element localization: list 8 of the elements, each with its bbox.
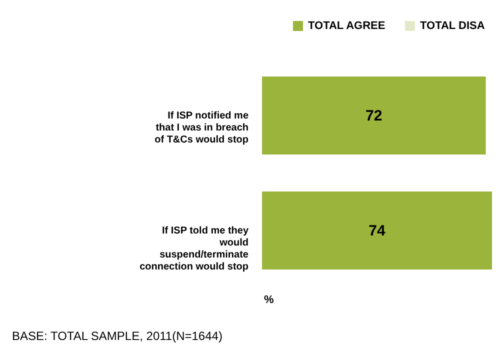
annotation: %	[264, 294, 274, 306]
data-label: 72	[366, 108, 382, 124]
legend-label: TOTAL AGREE	[308, 20, 386, 32]
y-tick-label: If ISP told me they would suspend/terminate connection would stop	[140, 226, 249, 272]
data-label: 74	[368, 222, 386, 240]
text: BASE: TOTAL SAMPLE, 2011(N=1644)	[12, 329, 222, 343]
legend-label: TOTAL DISA	[420, 20, 485, 32]
y-tick-label: If ISP notified me that I was in breach of T&Cs would stop	[154, 110, 249, 146]
